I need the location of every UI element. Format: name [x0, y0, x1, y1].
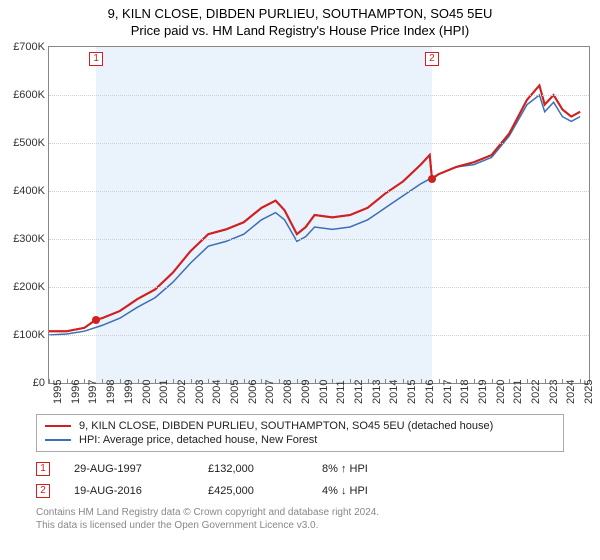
event-marker-1: 1: [89, 52, 103, 66]
x-axis-label: 2007: [264, 380, 276, 404]
event-delta: 4% ↓ HPI: [322, 485, 422, 497]
x-axis-label: 2021: [512, 380, 524, 404]
x-axis-label: 2012: [353, 380, 365, 404]
legend-swatch-hpi: [45, 439, 71, 441]
x-axis-label: 2008: [282, 380, 294, 404]
x-axis-label: 2023: [548, 380, 560, 404]
gridline: [49, 239, 589, 240]
x-axis-label: 2014: [388, 380, 400, 404]
x-axis-label: 2002: [176, 380, 188, 404]
x-axis-label: 2018: [459, 380, 471, 404]
x-axis-label: 2005: [229, 380, 241, 404]
chart-area: £0£100K£200K£300K£400K£500K£600K£700K12 …: [48, 46, 590, 404]
footnote-line1: Contains HM Land Registry data © Crown c…: [36, 506, 564, 519]
event-price: £425,000: [208, 485, 298, 497]
x-axis-label: 2015: [406, 380, 418, 404]
y-axis-label: £200K: [13, 281, 49, 293]
footnote-line2: This data is licensed under the Open Gov…: [36, 519, 564, 532]
legend-label-hpi: HPI: Average price, detached house, New …: [79, 434, 317, 446]
event-date: 29-AUG-1997: [74, 463, 184, 475]
x-axis-label: 2013: [371, 380, 383, 404]
gridline: [49, 335, 589, 336]
x-axis-label: 1998: [105, 380, 117, 404]
x-axis-label: 1996: [70, 380, 82, 404]
x-axis-label: 2020: [495, 380, 507, 404]
y-axis-label: £0: [33, 377, 49, 389]
x-axis-label: 2004: [211, 380, 223, 404]
x-axis-label: 2006: [247, 380, 259, 404]
events-table: 1 29-AUG-1997 £132,000 8% ↑ HPI 2 19-AUG…: [36, 458, 564, 502]
event-badge-1: 1: [36, 462, 50, 476]
event-price: £132,000: [208, 463, 298, 475]
event-dot-1: [92, 316, 100, 324]
gridline: [49, 191, 589, 192]
event-row: 1 29-AUG-1997 £132,000 8% ↑ HPI: [36, 458, 564, 480]
plot-area: £0£100K£200K£300K£400K£500K£600K£700K12: [48, 46, 590, 384]
x-axis-labels: 1995199619971998199920002001200220032004…: [48, 384, 590, 404]
series-line-subject-top: [49, 85, 580, 331]
x-axis-label: 1999: [123, 380, 135, 404]
chart-container: 9, KILN CLOSE, DIBDEN PURLIEU, SOUTHAMPT…: [0, 0, 600, 560]
gridline: [49, 95, 589, 96]
x-axis-label: 1997: [87, 380, 99, 404]
event-dot-2: [428, 175, 436, 183]
legend-box: 9, KILN CLOSE, DIBDEN PURLIEU, SOUTHAMPT…: [36, 414, 564, 452]
y-axis-label: £500K: [13, 137, 49, 149]
event-badge-2: 2: [36, 484, 50, 498]
y-axis-label: £400K: [13, 185, 49, 197]
y-axis-label: £600K: [13, 89, 49, 101]
x-axis-label: 2025: [583, 380, 595, 404]
x-axis-label: 2010: [318, 380, 330, 404]
y-axis-label: £300K: [13, 233, 49, 245]
x-axis-label: 2024: [565, 380, 577, 404]
x-axis-label: 1995: [52, 380, 64, 404]
series-line-subject: [49, 85, 580, 331]
legend-row: 9, KILN CLOSE, DIBDEN PURLIEU, SOUTHAMPT…: [45, 419, 555, 433]
x-axis-label: 2009: [300, 380, 312, 404]
chart-lines-svg: [49, 47, 589, 383]
x-axis-label: 2001: [158, 380, 170, 404]
event-date: 19-AUG-2016: [74, 485, 184, 497]
x-axis-label: 2022: [530, 380, 542, 404]
x-axis-label: 2011: [335, 380, 347, 404]
x-axis-label: 2016: [424, 380, 436, 404]
x-axis-label: 2000: [141, 380, 153, 404]
event-row: 2 19-AUG-2016 £425,000 4% ↓ HPI: [36, 480, 564, 502]
footnote: Contains HM Land Registry data © Crown c…: [36, 506, 564, 532]
legend-row: HPI: Average price, detached house, New …: [45, 433, 555, 447]
x-axis-label: 2017: [442, 380, 454, 404]
title-line1: 9, KILN CLOSE, DIBDEN PURLIEU, SOUTHAMPT…: [0, 6, 600, 21]
gridline: [49, 287, 589, 288]
y-axis-label: £100K: [13, 329, 49, 341]
event-delta: 8% ↑ HPI: [322, 463, 422, 475]
event-marker-2: 2: [425, 52, 439, 66]
title-line2: Price paid vs. HM Land Registry's House …: [0, 23, 600, 38]
title-block: 9, KILN CLOSE, DIBDEN PURLIEU, SOUTHAMPT…: [0, 0, 600, 40]
x-axis-label: 2003: [194, 380, 206, 404]
y-axis-label: £700K: [13, 41, 49, 53]
legend-swatch-subject: [45, 425, 71, 427]
gridline: [49, 143, 589, 144]
x-axis-label: 2019: [477, 380, 489, 404]
legend-label-subject: 9, KILN CLOSE, DIBDEN PURLIEU, SOUTHAMPT…: [79, 420, 493, 432]
